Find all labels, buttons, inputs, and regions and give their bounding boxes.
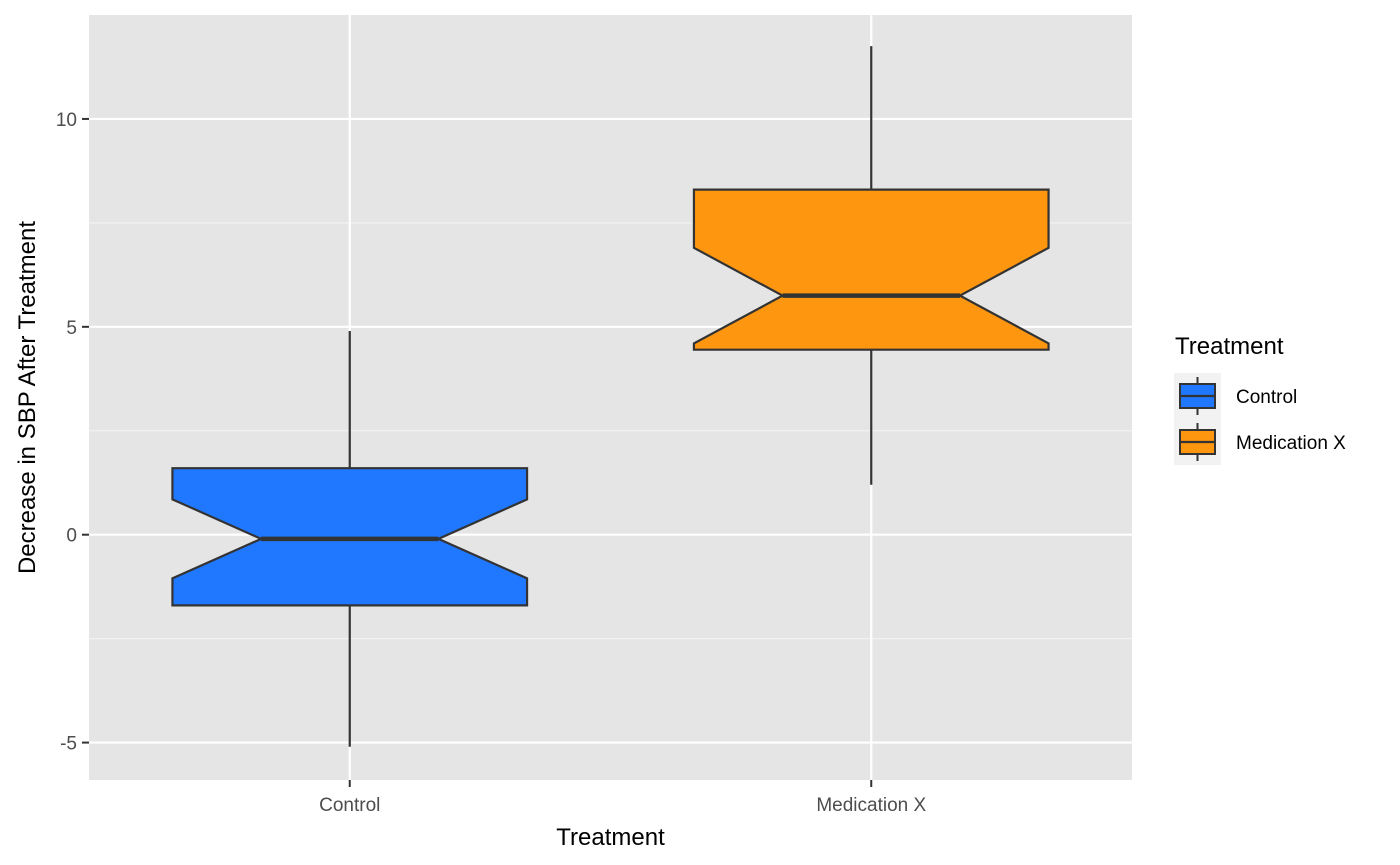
legend-item: Medication X <box>1179 423 1346 461</box>
legend-label: Control <box>1236 387 1297 408</box>
legend-label: Medication X <box>1236 433 1346 454</box>
legend-item: Control <box>1179 377 1297 415</box>
x-axis-title: Treatment <box>556 824 665 851</box>
y-tick-label: -5 <box>60 734 77 755</box>
x-tick-label: Medication X <box>816 795 926 816</box>
x-axis: Control Medication X <box>319 780 926 816</box>
y-axis-title: Decrease in SBP After Treatment <box>14 221 41 574</box>
box-series <box>171 46 1050 747</box>
y-tick-label: 10 <box>56 110 77 131</box>
y-axis: -5 0 5 10 <box>56 110 89 755</box>
box-medication-x <box>692 46 1050 485</box>
y-tick-label: 5 <box>66 318 77 339</box>
panel-background <box>89 15 1132 780</box>
legend: Treatment Control Medication X <box>1174 333 1346 465</box>
box-body <box>692 188 1050 351</box>
legend-title: Treatment <box>1175 333 1284 360</box>
x-tick-label: Control <box>319 795 380 816</box>
y-tick-label: 0 <box>66 526 77 547</box>
box-control <box>171 330 529 747</box>
